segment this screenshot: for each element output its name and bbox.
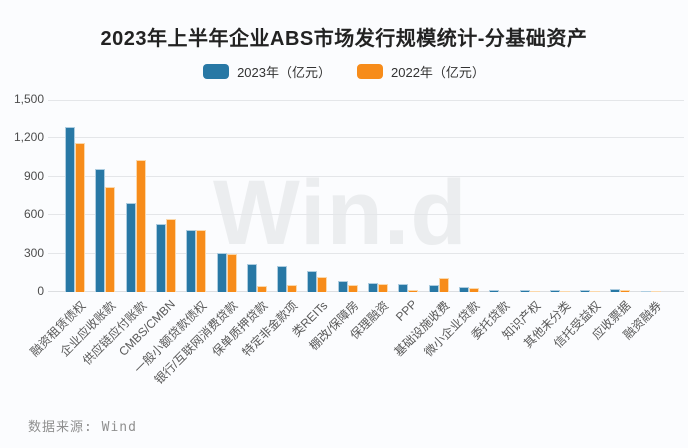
legend: 2023年（亿元） 2022年（亿元） bbox=[0, 62, 688, 81]
bar-2023-13[interactable] bbox=[458, 287, 469, 292]
bar-2022-8[interactable] bbox=[317, 277, 328, 292]
bar-2022-18[interactable] bbox=[620, 290, 631, 292]
bar-2022-19[interactable] bbox=[650, 291, 661, 292]
gridline-0 bbox=[48, 291, 684, 292]
gridline-600 bbox=[48, 214, 684, 216]
bar-2023-14[interactable] bbox=[489, 290, 500, 292]
data-source-note: 数据来源: Wind bbox=[28, 420, 137, 435]
x-axis-label-11: PPP bbox=[393, 297, 421, 324]
wind-watermark: Win.d bbox=[213, 162, 468, 264]
bar-2023-2[interactable] bbox=[125, 203, 136, 292]
y-axis-tick-label: 0 bbox=[37, 284, 44, 298]
bar-2022-3[interactable] bbox=[165, 219, 176, 292]
bar-2022-11[interactable] bbox=[408, 290, 419, 292]
y-axis-tick-label: 1,200 bbox=[13, 130, 44, 145]
bar-2022-13[interactable] bbox=[468, 288, 479, 292]
y-axis-tick-label: 1,500 bbox=[13, 92, 44, 106]
bar-2022-7[interactable] bbox=[287, 285, 298, 292]
chart-title: 2023年上半年企业ABS市场发行规模统计-分基础资产 bbox=[100, 28, 588, 50]
bar-2022-10[interactable] bbox=[378, 284, 388, 292]
bar-2023-4[interactable] bbox=[186, 230, 197, 292]
gridline-1200 bbox=[48, 137, 684, 139]
bar-2023-9[interactable] bbox=[337, 281, 348, 292]
bar-2023-12[interactable] bbox=[428, 285, 439, 292]
bar-2023-10[interactable] bbox=[368, 283, 378, 292]
legend-item-2022[interactable]: 2022年（亿元） bbox=[357, 62, 485, 81]
bar-2022-0[interactable] bbox=[75, 143, 85, 292]
gridline-300 bbox=[48, 252, 684, 254]
y-axis-tick-label: 300 bbox=[23, 245, 44, 260]
bar-2023-3[interactable] bbox=[155, 224, 166, 292]
legend-swatch-2022 bbox=[357, 64, 383, 79]
bar-2022-4[interactable] bbox=[196, 230, 207, 292]
legend-label-2022: 2022年（亿元） bbox=[391, 65, 485, 80]
bar-2022-9[interactable] bbox=[347, 285, 358, 292]
bar-2023-17[interactable] bbox=[580, 290, 591, 292]
bar-2023-5[interactable] bbox=[216, 253, 227, 292]
y-axis-tick-label: 900 bbox=[23, 168, 44, 183]
bar-2023-0[interactable] bbox=[65, 127, 75, 292]
bar-2023-19[interactable] bbox=[640, 291, 651, 292]
bar-2022-16[interactable] bbox=[559, 291, 570, 292]
gridline-1500 bbox=[48, 100, 684, 101]
legend-swatch-2023 bbox=[203, 64, 230, 79]
y-axis-tick-label: 600 bbox=[23, 207, 44, 222]
bar-2023-8[interactable] bbox=[307, 271, 318, 292]
bar-2023-15[interactable] bbox=[519, 290, 530, 292]
bar-2023-11[interactable] bbox=[398, 284, 409, 292]
bar-2022-6[interactable] bbox=[256, 286, 267, 292]
bar-2023-6[interactable] bbox=[246, 264, 257, 292]
bar-2022-12[interactable] bbox=[438, 278, 449, 292]
gridline-900 bbox=[48, 175, 684, 177]
bar-2022-15[interactable] bbox=[529, 291, 540, 292]
bar-2022-17[interactable] bbox=[590, 291, 601, 292]
bar-2023-7[interactable] bbox=[277, 266, 288, 292]
plot-area bbox=[48, 100, 684, 292]
bar-2022-5[interactable] bbox=[226, 254, 237, 292]
bar-2023-16[interactable] bbox=[549, 290, 560, 292]
bar-2022-2[interactable] bbox=[135, 160, 146, 292]
legend-label-2023: 2023年（亿元） bbox=[237, 65, 331, 80]
legend-item-2023[interactable]: 2023年（亿元） bbox=[203, 62, 331, 81]
bar-2022-1[interactable] bbox=[105, 187, 116, 292]
bar-2023-18[interactable] bbox=[610, 289, 621, 292]
bar-2023-1[interactable] bbox=[95, 169, 106, 292]
